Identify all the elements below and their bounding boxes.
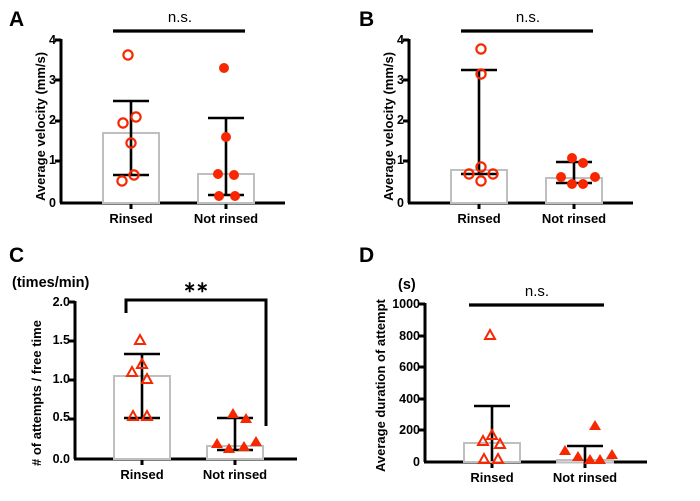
panel-d-errorbar-not-rinsed xyxy=(567,444,603,464)
panel-b-ytick-4: 4 xyxy=(397,33,404,47)
panel-d-letter: D xyxy=(359,244,375,267)
panel-a-significance-label: n.s. xyxy=(167,9,193,26)
panel-b-y-axis-title: Average velocity (mm/s) xyxy=(381,51,396,201)
panel-b-ytick-3: 3 xyxy=(397,73,404,87)
panel-c-ytick-0: 0.0 xyxy=(53,452,70,466)
panel-c-points-rinsed xyxy=(125,332,154,421)
panel-d-points-rinsed xyxy=(476,327,507,464)
panel-d-ytick-1000: 1000 xyxy=(392,297,420,311)
panel-a-ytick-3: 3 xyxy=(49,73,56,87)
panel-b-bar-not-rinsed xyxy=(545,177,603,204)
panel-d-xtick-rinsed: Rinsed xyxy=(470,470,514,485)
panel-d-ytick-600: 600 xyxy=(399,360,420,374)
panel-b-ytick-1: 1 xyxy=(397,153,404,167)
panel-b-y-ticks xyxy=(403,38,409,163)
panel-c-xtick-not-rinsed: Not rinsed xyxy=(202,467,268,482)
panel-d-errorbar-rinsed xyxy=(474,404,510,461)
panel-b-points-rinsed xyxy=(463,43,499,187)
panel-d-xtick-not-rinsed: Not rinsed xyxy=(552,470,618,485)
panel-a-y-ticks xyxy=(55,38,61,163)
panel-a-y-axis-title: Average velocity (mm/s) xyxy=(33,51,48,201)
panel-d-points-not-rinsed xyxy=(559,420,618,464)
panel-d-plot: 1000 800 600 400 200 0 xyxy=(392,297,647,469)
panel-b-ytick-2: 2 xyxy=(397,113,404,127)
panel-b-xtick-not-rinsed: Not rinsed xyxy=(541,211,607,226)
panel-c-ytick-15: 1.5 xyxy=(53,333,70,347)
panel-c-letter: C xyxy=(9,244,25,267)
panel-a-ytick-1: 1 xyxy=(49,153,56,167)
panel-c-points-not-rinsed xyxy=(211,408,262,453)
panel-b-significance-label: n.s. xyxy=(515,9,541,26)
panel-d-ytick-400: 400 xyxy=(399,392,420,406)
panel-a-ytick-4: 4 xyxy=(49,33,56,47)
panel-c-y-ticks xyxy=(69,300,75,421)
panel-c: C (times/min) # of attempts / free time … xyxy=(0,240,350,501)
panel-d-y-axis-title: Average duration of attempt xyxy=(373,299,388,472)
panel-d: D (s) Average duration of attempt 1000 8… xyxy=(350,240,700,501)
panel-c-ytick-2: 2.0 xyxy=(53,295,70,309)
panel-a-points-rinsed xyxy=(116,49,142,187)
panel-c-significance-bracket xyxy=(124,298,268,426)
panel-c-unit-label: (times/min) xyxy=(12,275,90,291)
panel-c-plot: 2.0 1.5 1.0 0.5 0.0 xyxy=(53,295,297,466)
panel-a-ytick-2: 2 xyxy=(49,113,56,127)
panel-d-ytick-200: 200 xyxy=(399,423,420,437)
panel-c-ytick-05: 0.5 xyxy=(53,410,70,424)
panel-c-y-axis-title: # of attempts / free time xyxy=(29,320,44,466)
panel-b-plot: 4 3 2 1 0 xyxy=(397,29,633,210)
panel-a-plot: 4 3 2 1 0 xyxy=(49,29,285,210)
panel-d-unit-label: (s) xyxy=(398,277,416,293)
panel-b-xtick-rinsed: Rinsed xyxy=(457,211,501,226)
panel-a-xtick-not-rinsed: Not rinsed xyxy=(193,211,259,226)
panel-a: A Average velocity (mm/s) 4 3 2 1 0 xyxy=(0,0,350,240)
panel-a-letter: A xyxy=(9,8,25,31)
panel-a-ytick-0: 0 xyxy=(49,196,56,210)
panel-b-errorbar-rinsed xyxy=(461,68,497,176)
panel-c-xtick-rinsed: Rinsed xyxy=(120,467,164,482)
panel-a-points-not-rinsed xyxy=(213,63,240,201)
panel-d-significance-label: n.s. xyxy=(524,283,550,300)
panel-d-ytick-0: 0 xyxy=(413,455,420,469)
panel-b-points-not-rinsed xyxy=(556,153,600,189)
panel-a-xtick-rinsed: Rinsed xyxy=(109,211,153,226)
panel-d-ytick-800: 800 xyxy=(399,329,420,343)
panel-c-ytick-1: 1.0 xyxy=(53,372,70,386)
panel-c-significance-label: ∗∗ xyxy=(183,279,209,296)
panel-b-letter: B xyxy=(359,8,375,31)
panel-b-ytick-0: 0 xyxy=(397,196,404,210)
panel-d-y-ticks xyxy=(419,302,425,432)
panel-b: B Average velocity (mm/s) 4 3 2 1 0 xyxy=(350,0,700,240)
